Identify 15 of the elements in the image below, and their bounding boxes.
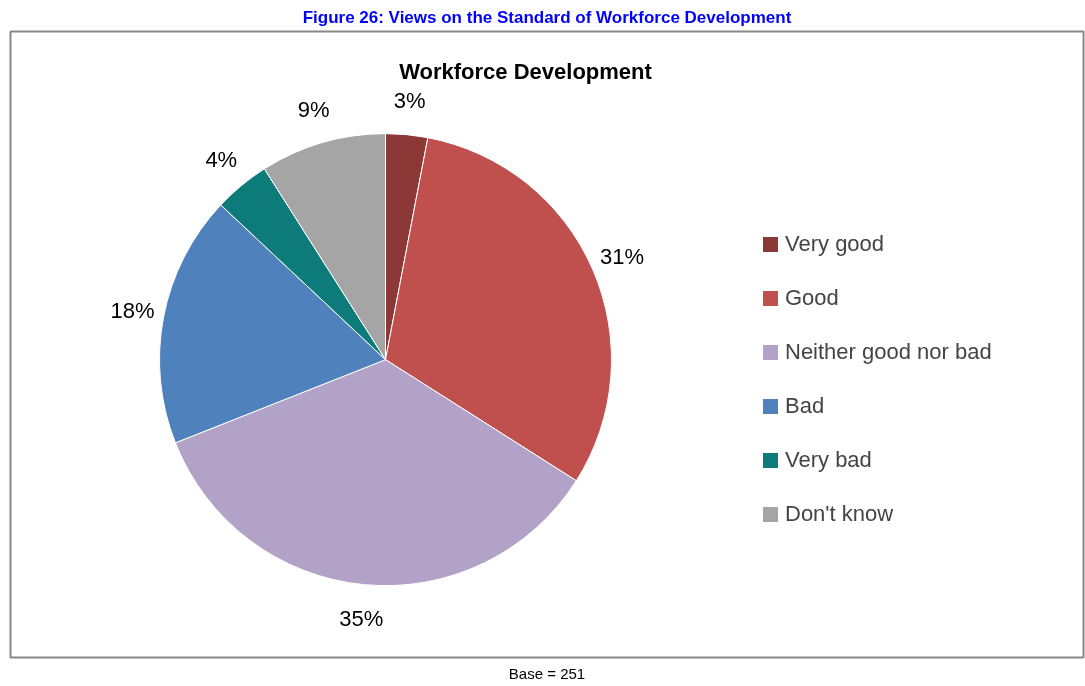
data-label: 9% <box>297 97 330 123</box>
legend-label: Bad <box>785 393 825 419</box>
data-label: 31% <box>599 243 644 269</box>
legend-label: Neither good nor bad <box>785 339 992 365</box>
legend-label: Good <box>785 285 839 311</box>
data-label: 4% <box>205 146 238 172</box>
chart-title: Workforce Development <box>399 59 653 85</box>
text: Base = 251 <box>508 664 586 682</box>
data-label: 35% <box>339 606 384 632</box>
caption: Figure 26: Views on the Standard of Workforce Development <box>302 7 792 27</box>
legend-label: Don't know <box>785 501 894 527</box>
data-label: 18% <box>110 298 155 324</box>
legend-label: Very good <box>785 231 885 257</box>
legend-label: Very bad <box>785 447 872 473</box>
data-label: 3% <box>393 88 426 114</box>
